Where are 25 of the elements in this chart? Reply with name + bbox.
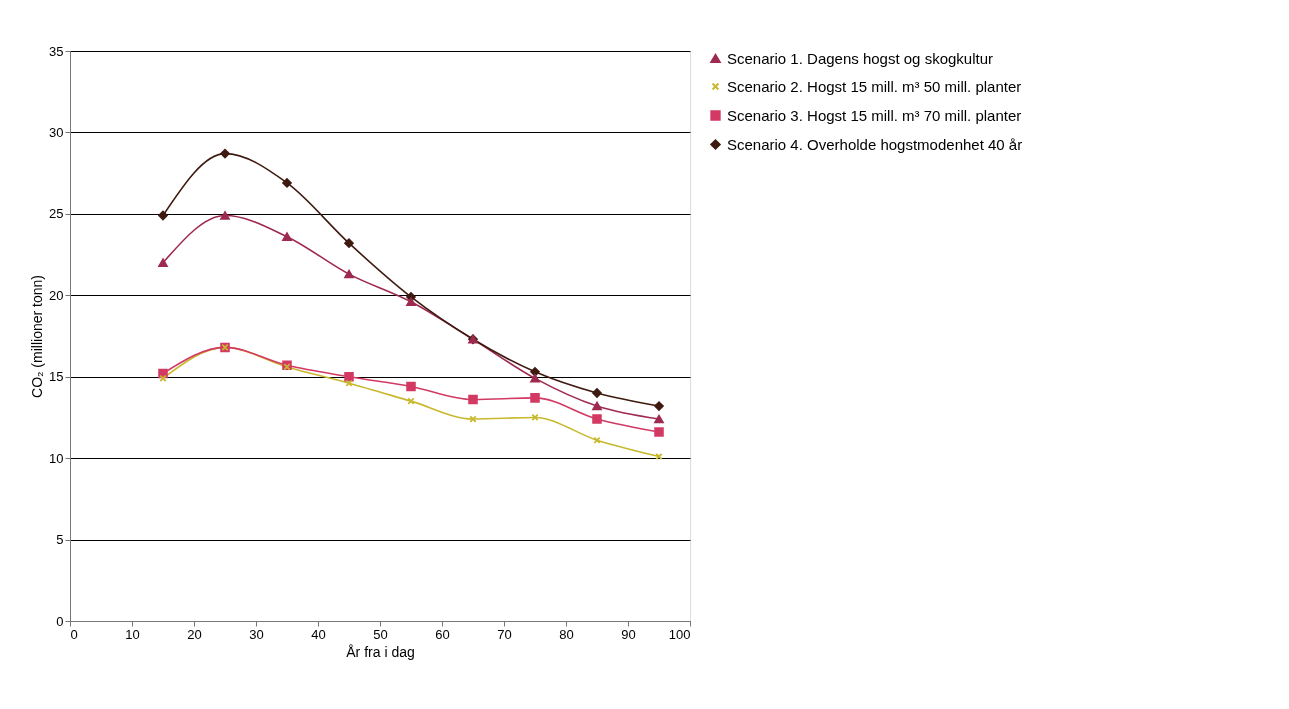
y-tick-label: 0 <box>56 613 64 629</box>
x-tick-label: 90 <box>621 626 636 642</box>
x-tick-label: 10 <box>125 626 140 642</box>
x-tick-label: 0 <box>70 626 78 642</box>
x-tick-label: 20 <box>187 626 202 642</box>
y-tick-label: 30 <box>49 124 64 140</box>
x-tick-label: 70 <box>497 626 512 642</box>
legend-label: Scenario 4. Overholde hogstmodenhet 40 år <box>727 135 1023 153</box>
x-tick-label: 50 <box>373 626 388 642</box>
y-tick-label: 5 <box>56 532 64 548</box>
legend-label: Scenario 3. Hogst 15 mill. m³ 70 mill. planter <box>727 106 1022 124</box>
x-tick-label: 30 <box>249 626 264 642</box>
x-tick-label: 40 <box>311 626 326 642</box>
x-tick-label: 100 <box>668 626 691 642</box>
x-tick-label: 60 <box>435 626 450 642</box>
legend-label: Scenario 2. Hogst 15 mill. m³ 50 mill. planter <box>727 77 1022 95</box>
y-tick-label: 10 <box>49 450 64 466</box>
y-tick-label: 15 <box>49 369 64 385</box>
y-tick-label: 20 <box>49 287 64 303</box>
legend-label: Scenario 1. Dagens hogst og skogkultur <box>727 49 993 67</box>
x-tick-label: 80 <box>559 626 574 642</box>
y-axis-title: CO₂ (millioner tonn) <box>29 275 46 398</box>
x-axis-title: År fra i dag <box>346 643 415 660</box>
y-tick-label: 25 <box>49 206 64 222</box>
y-tick-label: 35 <box>49 43 64 59</box>
